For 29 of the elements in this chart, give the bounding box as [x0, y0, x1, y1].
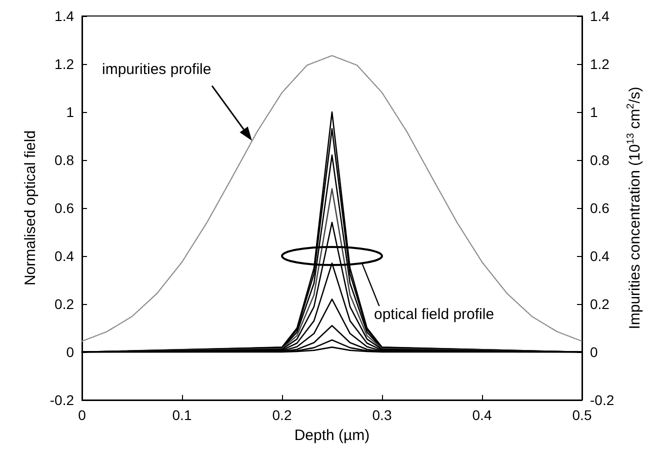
- y2-tick-label: -0.2: [590, 392, 614, 408]
- y-tick-label: 1.4: [54, 8, 74, 24]
- x-axis-title: Depth (µm): [294, 427, 370, 444]
- y-tick-label: 1.2: [54, 56, 74, 72]
- x-tick-label: 0.4: [472, 407, 492, 423]
- y-tick-label: 1: [66, 104, 74, 120]
- x-tick-label: 0: [78, 407, 86, 423]
- y2-tick-label: 0.6: [590, 200, 610, 216]
- y2-tick-label: 1.4: [590, 8, 610, 24]
- y-tick-label: 0.2: [54, 296, 74, 312]
- y-axis-title: Normalised optical field: [22, 130, 39, 286]
- y2-tick-label: 0.8: [590, 152, 610, 168]
- x-tick-label: 0.1: [172, 407, 192, 423]
- x-tick-label: 0.2: [272, 407, 292, 423]
- y2-tick-label: 0.4: [590, 248, 610, 264]
- x-tick-label: 0.3: [372, 407, 392, 423]
- y-tick-label: -0.2: [50, 392, 74, 408]
- y2-tick-label: 0: [590, 344, 598, 360]
- y2-tick-label: 0.2: [590, 296, 610, 312]
- x-tick-label: 0.5: [572, 407, 592, 423]
- y2-tick-label: 1.2: [590, 56, 610, 72]
- y2-axis-title: Impurities concentration (1013 cm2/s): [626, 86, 644, 330]
- y-tick-label: 0.4: [54, 248, 74, 264]
- annotation: impurities profile: [102, 60, 212, 78]
- y-tick-label: 0.8: [54, 152, 74, 168]
- y-tick-label: 0.6: [54, 200, 74, 216]
- y-tick-label: 0: [66, 344, 74, 360]
- y2-tick-label: 1: [590, 104, 598, 120]
- annotation: optical field profile: [374, 306, 494, 323]
